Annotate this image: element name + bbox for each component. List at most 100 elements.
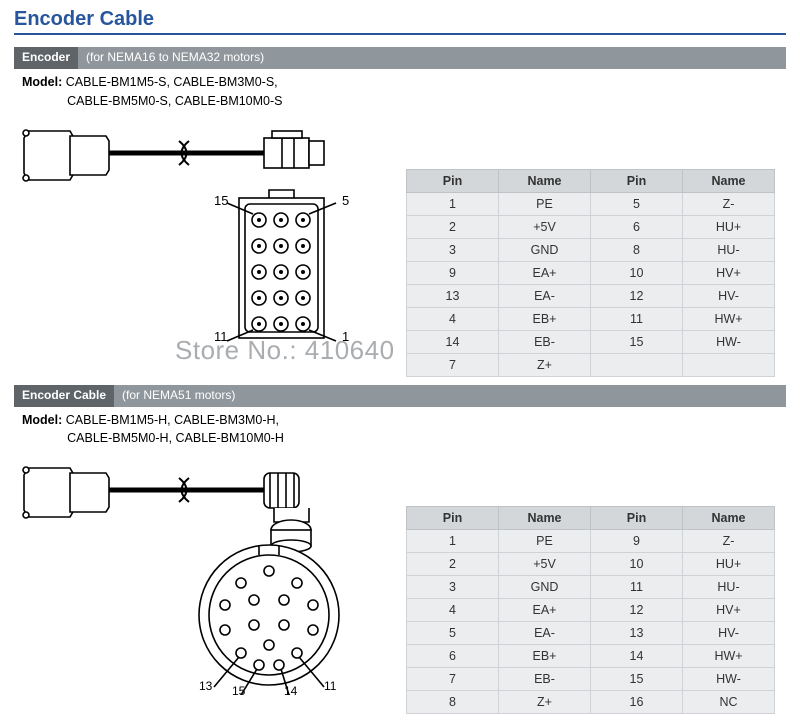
table-row: 2+5V6HU+	[407, 215, 775, 238]
cable-connector-diagram-icon: 15 5 11 1	[14, 113, 394, 343]
table-cell: HU-	[683, 238, 775, 261]
table-row: 7Z+	[407, 353, 775, 376]
table-row: 5EA-13HV-	[407, 622, 775, 645]
table-cell: 2	[407, 215, 499, 238]
table-cell: 5	[407, 622, 499, 645]
table-cell: 8	[407, 691, 499, 714]
table-cell: 12	[591, 284, 683, 307]
table-row: 1PE9Z-	[407, 530, 775, 553]
table-cell: HW+	[683, 645, 775, 668]
table-row: 3GND8HU-	[407, 238, 775, 261]
table-cell: 8	[591, 238, 683, 261]
table-cell: PE	[499, 530, 591, 553]
svg-text:15: 15	[214, 193, 228, 208]
table-cell: EA+	[499, 599, 591, 622]
table-row: 13EA-12HV-	[407, 284, 775, 307]
th: Pin	[407, 169, 499, 192]
table-cell: HW+	[683, 307, 775, 330]
table-cell: 5	[591, 192, 683, 215]
table-cell: GND	[499, 238, 591, 261]
table-cell: 15	[591, 668, 683, 691]
table-cell: EA-	[499, 284, 591, 307]
table-cell: 10	[591, 553, 683, 576]
section1-bar-fill	[272, 47, 786, 69]
section1-model: Model: CABLE-BM1M5-S, CABLE-BM3M0-S, CAB…	[22, 73, 786, 111]
table-cell: EA+	[499, 261, 591, 284]
section2-pin-table: Pin Name Pin Name 1PE9Z-2+5V10HU+3GND11H…	[406, 506, 775, 714]
table-row: 7EB-15HW-	[407, 668, 775, 691]
section2-models-l2: CABLE-BM5M0-H, CABLE-BM10M0-H	[67, 431, 284, 445]
section1-bar: Encoder (for NEMA16 to NEMA32 motors)	[14, 47, 786, 69]
table-cell: 3	[407, 238, 499, 261]
table-cell: Z-	[683, 192, 775, 215]
table-cell: EB+	[499, 307, 591, 330]
table-cell: HU-	[683, 576, 775, 599]
table-row: 4EB+11HW+	[407, 307, 775, 330]
svg-text:15: 15	[232, 684, 246, 695]
section2-diagram: 13 15 14 11	[14, 450, 394, 695]
table-cell: Z+	[499, 691, 591, 714]
table-cell: HU+	[683, 215, 775, 238]
table-cell: 14	[407, 330, 499, 353]
th: Name	[499, 169, 591, 192]
table-cell: 7	[407, 353, 499, 376]
table-cell: 9	[591, 530, 683, 553]
table-row: 9EA+10HV+	[407, 261, 775, 284]
svg-text:1: 1	[342, 329, 349, 343]
table-cell: 11	[591, 576, 683, 599]
th: Name	[499, 507, 591, 530]
table-cell: 13	[591, 622, 683, 645]
th: Pin	[591, 169, 683, 192]
th: Pin	[407, 507, 499, 530]
table-row: 14EB-15HW-	[407, 330, 775, 353]
table-cell	[683, 353, 775, 376]
table-cell	[591, 353, 683, 376]
table-cell: 6	[407, 645, 499, 668]
table-cell: 7	[407, 668, 499, 691]
table-cell: EB-	[499, 668, 591, 691]
section1-model-prefix: Model:	[22, 75, 62, 89]
table-cell: +5V	[499, 553, 591, 576]
table-cell: 9	[407, 261, 499, 284]
table-cell: 1	[407, 530, 499, 553]
table-row: 4EA+12HV+	[407, 599, 775, 622]
table-row: 3GND11HU-	[407, 576, 775, 599]
section1-models-l2: CABLE-BM5M0-S, CABLE-BM10M0-S	[67, 94, 282, 108]
table-row: 6EB+14HW+	[407, 645, 775, 668]
page-title: Encoder Cable	[14, 8, 786, 35]
table-cell: 2	[407, 553, 499, 576]
table-cell: 12	[591, 599, 683, 622]
section1-bar-main: Encoder	[14, 47, 78, 69]
svg-text:13: 13	[199, 679, 213, 693]
th: Name	[683, 507, 775, 530]
table-cell: 16	[591, 691, 683, 714]
table-cell: 4	[407, 307, 499, 330]
table-cell: Z+	[499, 353, 591, 376]
table-row: 2+5V10HU+	[407, 553, 775, 576]
table-cell: HU+	[683, 553, 775, 576]
section2-bar: Encoder Cable (for NEMA51 motors)	[14, 385, 786, 407]
svg-text:5: 5	[342, 193, 349, 208]
table-cell: HV+	[683, 261, 775, 284]
section2-model: Model: CABLE-BM1M5-H, CABLE-BM3M0-H, CAB…	[22, 411, 786, 449]
th: Name	[683, 169, 775, 192]
svg-text:11: 11	[324, 679, 337, 693]
table-cell: +5V	[499, 215, 591, 238]
section1-pin-table: Pin Name Pin Name 1PE5Z-2+5V6HU+3GND8HU-…	[406, 169, 775, 377]
section2-bar-sub: (for NEMA51 motors)	[114, 385, 243, 407]
table-cell: 15	[591, 330, 683, 353]
svg-text:14: 14	[284, 684, 298, 695]
table-cell: NC	[683, 691, 775, 714]
table-cell: EB-	[499, 330, 591, 353]
table-cell: PE	[499, 192, 591, 215]
section1-models-l1: CABLE-BM1M5-S, CABLE-BM3M0-S,	[66, 75, 278, 89]
table-cell: HW-	[683, 330, 775, 353]
table-cell: HV-	[683, 284, 775, 307]
table-cell: EA-	[499, 622, 591, 645]
table-row: 8Z+16NC	[407, 691, 775, 714]
section1-bar-sub: (for NEMA16 to NEMA32 motors)	[78, 47, 272, 69]
section2-models-l1: CABLE-BM1M5-H, CABLE-BM3M0-H,	[66, 413, 279, 427]
table-cell: 14	[591, 645, 683, 668]
table-row: 1PE5Z-	[407, 192, 775, 215]
section2-bar-fill	[243, 385, 786, 407]
